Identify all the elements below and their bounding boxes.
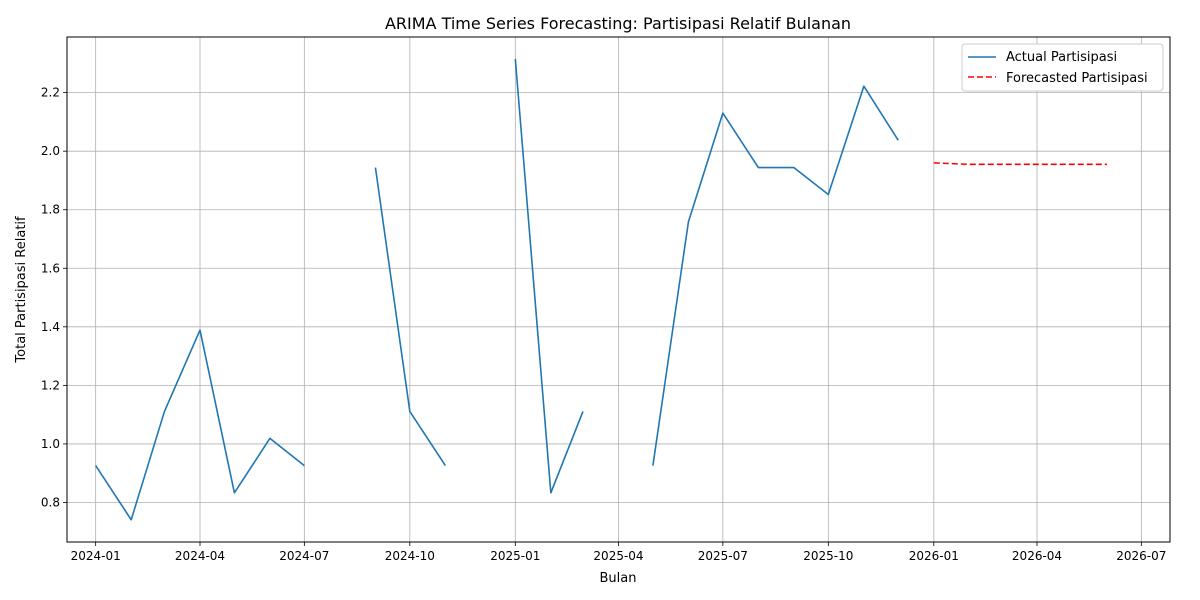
x-tick-label: 2024-10 <box>385 549 435 563</box>
series-line-actual <box>374 167 447 467</box>
x-axis-title: Bulan <box>600 571 637 586</box>
legend-label-actual: Actual Partisipasi <box>1006 50 1117 65</box>
series-layer <box>94 58 1107 521</box>
chart-title: ARIMA Time Series Forecasting: Partisipa… <box>385 14 851 33</box>
series-line-actual <box>652 85 899 466</box>
series-line-forecast <box>933 162 1107 166</box>
x-tick-label: 2025-07 <box>698 549 748 563</box>
y-tick-label: 0.8 <box>41 495 60 509</box>
series-line-actual <box>514 58 584 494</box>
y-tick-label: 1.2 <box>41 378 60 392</box>
y-tick-label: 1.0 <box>41 437 60 451</box>
x-tick-label: 2026-07 <box>1116 549 1166 563</box>
y-tick-label: 1.4 <box>41 320 60 334</box>
x-tick-label: 2024-01 <box>71 549 121 563</box>
y-axis-title: Total Partisipasi Relatif <box>14 216 29 364</box>
x-tick-label: 2025-10 <box>803 549 853 563</box>
y-tick-label: 2.2 <box>41 86 60 100</box>
x-tick-label: 2026-01 <box>909 549 959 563</box>
x-tick-label: 2025-01 <box>490 549 540 563</box>
x-tick-label: 2026-04 <box>1012 549 1062 563</box>
x-tick-label: 2024-07 <box>279 549 329 563</box>
legend-label-forecast: Forecasted Partisipasi <box>1006 71 1148 86</box>
grid-layer <box>67 37 1170 542</box>
y-tick-label: 1.8 <box>41 203 60 217</box>
y-tick-label: 2.0 <box>41 144 60 158</box>
tick-layer: 2024-01 2024-04 2024-07 2024-10 2025-01 2025-… <box>41 86 1166 563</box>
legend: Actual Partisipasi Forecasted Partisipas… <box>961 43 1164 92</box>
series-line-actual <box>94 329 305 521</box>
legend-box <box>961 43 1164 92</box>
x-tick-label: 2024-04 <box>175 549 225 563</box>
x-tick-label: 2025-04 <box>593 549 643 563</box>
y-tick-label: 1.6 <box>41 261 60 275</box>
